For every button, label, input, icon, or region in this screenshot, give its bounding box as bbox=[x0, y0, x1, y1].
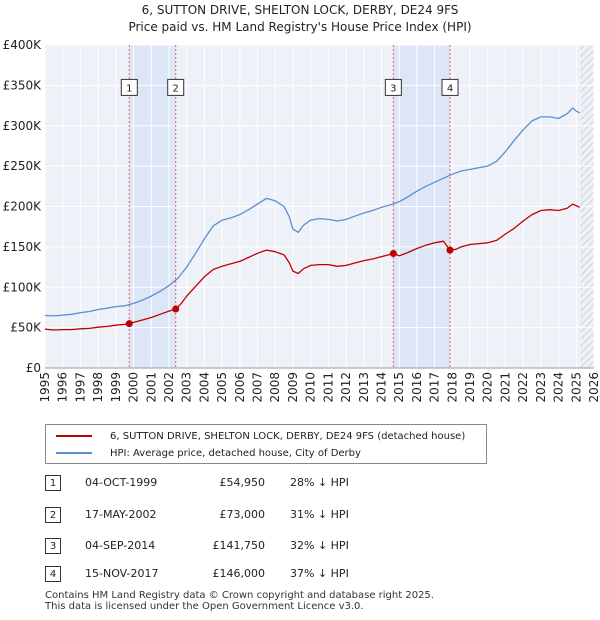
legend-swatch-hpi bbox=[56, 452, 92, 454]
y-tick-label: £0 bbox=[26, 361, 41, 375]
legend-item-property: 6, SUTTON DRIVE, SHELTON LOCK, DERBY, DE… bbox=[56, 428, 465, 444]
transaction-date: 04-SEP-2014 bbox=[85, 539, 156, 552]
marker-label-box bbox=[167, 78, 185, 96]
x-tick-label: 2004 bbox=[197, 372, 211, 403]
footer-attribution: Contains HM Land Registry data © Crown c… bbox=[45, 590, 434, 612]
price-chart: 6, SUTTON DRIVE, SHELTON LOCK, DERBY, DE… bbox=[3, 3, 600, 403]
legend-swatch-property bbox=[56, 435, 92, 437]
y-tick-label: £250K bbox=[3, 159, 43, 173]
y-tick-label: £300K bbox=[3, 119, 43, 133]
x-tick-label: 2024 bbox=[552, 372, 566, 403]
series-line-hpi bbox=[44, 107, 581, 317]
marker-label-box bbox=[384, 78, 402, 96]
x-tick-label: 2016 bbox=[410, 372, 424, 403]
x-tick-label: 2013 bbox=[357, 372, 371, 403]
transaction-number-badge: 4 bbox=[45, 566, 61, 582]
x-tick-label: 2020 bbox=[481, 372, 495, 403]
x-tick-label: 1999 bbox=[109, 372, 123, 403]
x-tick-label: 2003 bbox=[180, 372, 194, 403]
x-tick-label: 2021 bbox=[498, 372, 512, 403]
transaction-date: 04-OCT-1999 bbox=[85, 476, 158, 489]
x-tick-label: 2001 bbox=[144, 372, 158, 403]
transaction-hpi-diff: 28% ↓ HPI bbox=[290, 476, 349, 489]
x-tick-label: 2010 bbox=[304, 372, 318, 403]
x-tick-label: 1998 bbox=[91, 372, 105, 403]
marker-label: 1 bbox=[126, 83, 132, 94]
transaction-price: £73,000 bbox=[219, 508, 266, 521]
sale-point bbox=[446, 246, 454, 254]
transaction-number-badge: 1 bbox=[45, 475, 61, 491]
transaction-price: £141,750 bbox=[212, 539, 266, 552]
legend: 6, SUTTON DRIVE, SHELTON LOCK, DERBY, DE… bbox=[45, 424, 487, 464]
x-tick-label: 1995 bbox=[38, 372, 52, 403]
legend-label-property: 6, SUTTON DRIVE, SHELTON LOCK, DERBY, DE… bbox=[110, 430, 466, 442]
series-line-property bbox=[44, 203, 581, 331]
transaction-hpi-diff: 31% ↓ HPI bbox=[290, 508, 349, 521]
x-tick-label: 2015 bbox=[392, 372, 406, 403]
x-tick-label: 2026 bbox=[587, 372, 600, 403]
marker-label: 4 bbox=[447, 83, 453, 94]
footer-license: This data is licensed under the Open Gov… bbox=[45, 601, 364, 612]
x-tick-label: 1997 bbox=[73, 372, 87, 403]
x-tick-label: 2018 bbox=[445, 372, 459, 403]
sale-point bbox=[125, 320, 133, 328]
transaction-price: £54,950 bbox=[219, 476, 266, 489]
x-tick-label: 2009 bbox=[286, 372, 300, 403]
x-tick-label: 2008 bbox=[268, 372, 282, 403]
legend-label-hpi: HPI: Average price, detached house, City… bbox=[110, 447, 361, 459]
plot-area: 1 2 3 4 £0 £50K £100K £150K £200K £250K £300K £350K… bbox=[3, 38, 600, 403]
marker-label: 3 bbox=[390, 83, 396, 94]
transaction-hpi-diff: 37% ↓ HPI bbox=[290, 567, 349, 580]
y-tick-label: £350K bbox=[3, 78, 43, 92]
transaction-number-badge: 2 bbox=[45, 507, 61, 523]
transaction-price: £146,000 bbox=[212, 567, 266, 580]
footer-copyright: Contains HM Land Registry data © Crown c… bbox=[45, 590, 434, 601]
x-tick-label: 2022 bbox=[516, 372, 530, 403]
marker-label-box bbox=[441, 78, 459, 96]
transaction-date: 17-MAY-2002 bbox=[85, 508, 157, 521]
x-tick-label: 2025 bbox=[569, 372, 583, 403]
y-tick-label: £150K bbox=[3, 240, 43, 254]
x-tick-label: 2007 bbox=[251, 372, 265, 403]
x-tick-label: 2005 bbox=[215, 372, 229, 403]
x-tick-label: 2017 bbox=[428, 372, 442, 403]
x-tick-label: 2023 bbox=[534, 372, 548, 403]
marker-label-box bbox=[120, 78, 138, 96]
x-tick-label: 2002 bbox=[162, 372, 176, 403]
x-tick-label: 2011 bbox=[321, 372, 335, 403]
y-tick-label: £100K bbox=[3, 280, 43, 294]
y-tick-label: £50K bbox=[10, 321, 42, 335]
x-tick-label: 2019 bbox=[463, 372, 477, 403]
y-tick-label: £400K bbox=[3, 38, 43, 52]
x-tick-label: 2006 bbox=[233, 372, 247, 403]
x-tick-label: 2000 bbox=[127, 372, 141, 403]
y-tick-label: £200K bbox=[3, 200, 43, 214]
sale-point bbox=[389, 250, 397, 258]
sale-point bbox=[172, 305, 180, 313]
x-tick-label: 2014 bbox=[374, 372, 388, 403]
legend-item-hpi: HPI: Average price, detached house, City… bbox=[56, 445, 361, 461]
transaction-date: 15-NOV-2017 bbox=[85, 567, 159, 580]
transaction-hpi-diff: 32% ↓ HPI bbox=[290, 539, 349, 552]
marker-label: 2 bbox=[173, 83, 179, 94]
chart-title: 6, SUTTON DRIVE, SHELTON LOCK, DERBY, DE… bbox=[142, 3, 459, 17]
chart-subtitle: Price paid vs. HM Land Registry's House … bbox=[128, 20, 471, 34]
x-tick-label: 2012 bbox=[339, 372, 353, 403]
transaction-number-badge: 3 bbox=[45, 538, 61, 554]
x-tick-label: 1996 bbox=[56, 372, 70, 403]
